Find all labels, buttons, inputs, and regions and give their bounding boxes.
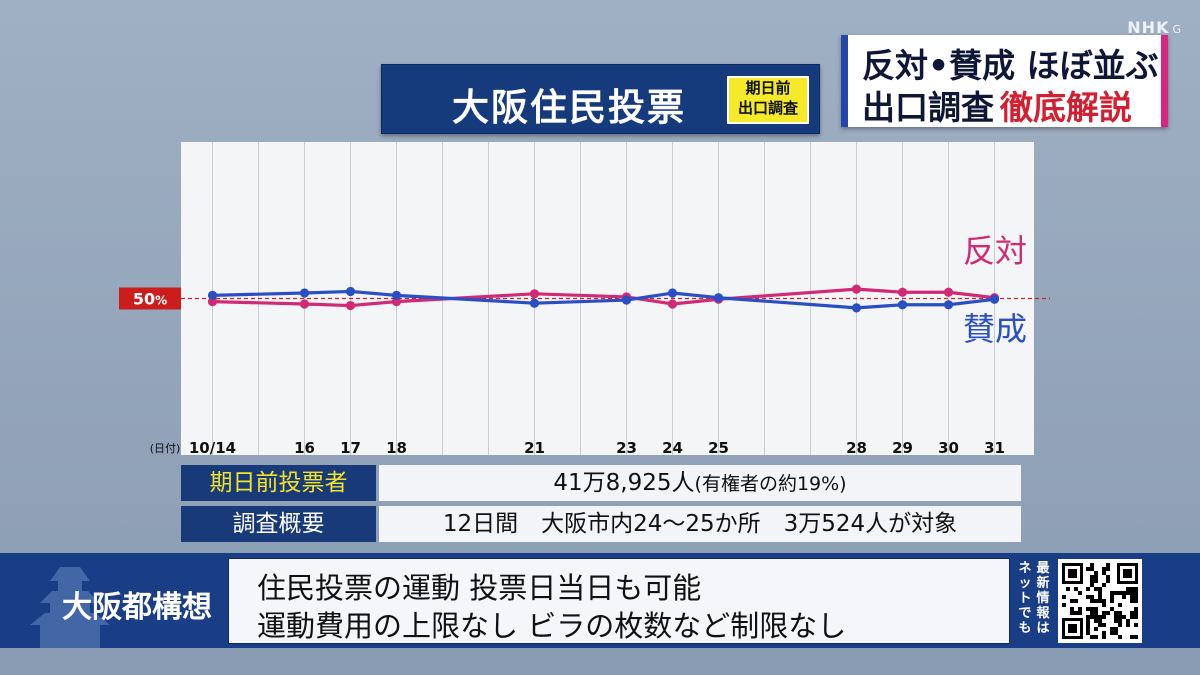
x-tick-2: 16 xyxy=(294,439,315,457)
point-1-3 xyxy=(391,290,402,300)
ticker-bar: 大阪都構想 住民投票の運動 投票日当日も可能 運動費用の上限なし ビラの枚数など… xyxy=(0,553,1200,648)
early-voters-value: 41万8,925人(有権者の約19%) xyxy=(379,465,1021,501)
point-0-10 xyxy=(943,287,954,297)
x-tick-15: 29 xyxy=(892,439,913,457)
point-1-9 xyxy=(897,300,908,310)
x-tick-0: 10/14 xyxy=(189,439,236,457)
point-0-2 xyxy=(345,300,356,311)
headline-box: 反対•賛成 ほぼ並ぶ 出口調査 徹底解説 xyxy=(841,35,1168,127)
x-tick-7: 21 xyxy=(524,439,545,457)
net-notice: 最新情報は ネットでも xyxy=(1012,559,1056,643)
point-0-1 xyxy=(299,299,310,309)
point-1-6 xyxy=(667,288,678,298)
x-tick-4: 18 xyxy=(386,439,407,457)
net-notice-col2: ネットでも xyxy=(1018,561,1032,636)
headline-line1: 反対•賛成 ほぼ並ぶ xyxy=(862,46,1159,85)
title-badge: 期日前 出口調査 xyxy=(727,76,809,124)
series-label-1: 賛成 xyxy=(963,310,1027,348)
early-voters-label: 期日前投票者 xyxy=(181,465,376,501)
ticker-text-box: 住民投票の運動 投票日当日も可能 運動費用の上限なし ビラの枚数など制限なし xyxy=(228,558,1010,644)
nhk-logo: NHK G xyxy=(1127,18,1182,37)
point-0-4 xyxy=(529,289,540,299)
point-1-5 xyxy=(621,295,632,305)
point-0-6 xyxy=(667,299,678,309)
x-tick-3: 17 xyxy=(340,439,361,457)
point-1-11 xyxy=(989,294,1000,304)
ticker-line1: 住民投票の運動 投票日当日も可能 xyxy=(257,571,702,605)
castle-icon xyxy=(30,567,110,648)
point-1-8 xyxy=(851,303,862,313)
x-tick-16: 30 xyxy=(938,439,959,457)
x-tick-10: 24 xyxy=(662,439,683,457)
series-line-1 xyxy=(212,289,995,310)
chart-title: 大阪住民投票 xyxy=(452,86,686,129)
point-1-10 xyxy=(943,300,954,310)
survey-overview-value: 12日間 大阪市内24～25か所 3万524人が対象 xyxy=(379,506,1021,542)
reference-label: 50% xyxy=(133,290,167,309)
x-axis-prefix: (日付) xyxy=(150,442,181,455)
reference-label-box xyxy=(119,287,181,310)
point-1-0 xyxy=(207,290,218,300)
x-tick-17: 31 xyxy=(984,439,1005,457)
survey-overview-row: 調査概要 12日間 大阪市内24～25か所 3万524人が対象 xyxy=(181,506,1021,542)
ticker-line2: 運動費用の上限なし ビラの枚数など制限なし xyxy=(257,609,847,643)
early-voters-row: 期日前投票者 41万8,925人(有権者の約19%) xyxy=(181,465,1021,501)
point-1-4 xyxy=(529,298,540,308)
ticker-topic: 大阪都構想 xyxy=(62,590,212,625)
qr-code-icon[interactable] xyxy=(1058,559,1142,643)
x-tick-14: 28 xyxy=(846,439,867,457)
net-notice-col1: 最新情報は xyxy=(1036,561,1050,636)
point-1-1 xyxy=(299,288,310,298)
point-0-8 xyxy=(851,284,862,294)
series-label-0: 反対 xyxy=(963,232,1027,270)
point-1-7 xyxy=(713,293,724,303)
point-0-9 xyxy=(897,287,908,297)
survey-overview-label: 調査概要 xyxy=(181,506,376,542)
series-line-0 xyxy=(212,287,995,308)
chart-title-box: 大阪住民投票 期日前 出口調査 xyxy=(381,64,820,134)
x-tick-9: 23 xyxy=(616,439,637,457)
headline-line2: 出口調査 徹底解説 xyxy=(862,88,1132,127)
point-1-2 xyxy=(345,286,356,297)
x-tick-11: 25 xyxy=(708,439,729,457)
